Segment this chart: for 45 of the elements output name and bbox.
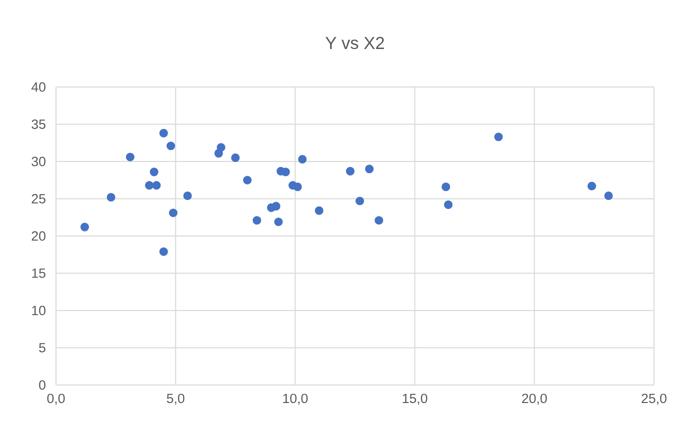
point — [231, 154, 240, 162]
point — [145, 181, 154, 190]
point — [126, 152, 134, 162]
point — [442, 182, 450, 192]
point — [152, 181, 161, 190]
point — [159, 128, 168, 138]
x-tick-label: 15,0 — [402, 394, 428, 405]
point — [80, 222, 89, 232]
point — [243, 176, 252, 184]
point — [252, 216, 262, 225]
point — [183, 191, 192, 200]
point — [168, 208, 178, 218]
point — [166, 142, 176, 150]
point — [216, 143, 226, 152]
point — [293, 182, 302, 192]
x-tick-label: 0,0 — [47, 394, 65, 405]
point — [494, 132, 503, 142]
point — [365, 164, 374, 174]
point — [374, 216, 384, 225]
x-tick-label: 5,0 — [166, 394, 184, 405]
y-tick-label: 10 — [32, 306, 46, 316]
x-tick-label: 25,0 — [642, 394, 666, 405]
point — [159, 247, 168, 256]
point — [150, 168, 158, 176]
x-tick-label: 10,0 — [283, 394, 308, 405]
x-tick-label: 20,0 — [522, 394, 547, 405]
point — [604, 191, 613, 200]
point — [444, 200, 453, 209]
y-tick-label: 20 — [32, 231, 46, 241]
y-tick-label: 30 — [32, 156, 46, 166]
point — [298, 154, 307, 164]
point — [274, 218, 283, 226]
y-tick-label: 25 — [32, 194, 46, 204]
point — [346, 166, 354, 176]
point — [314, 206, 324, 215]
y-tick-label: 35 — [32, 120, 46, 129]
point — [106, 192, 116, 202]
y-tick-label: 15 — [32, 268, 46, 278]
y-tick-label: 40 — [31, 82, 46, 92]
y-tick-label: 5 — [39, 343, 46, 352]
y-tick-label: 0 — [39, 380, 46, 390]
chart-title: Y vs X2 — [326, 36, 384, 50]
point — [272, 202, 280, 210]
point — [356, 196, 364, 206]
point — [588, 182, 596, 190]
